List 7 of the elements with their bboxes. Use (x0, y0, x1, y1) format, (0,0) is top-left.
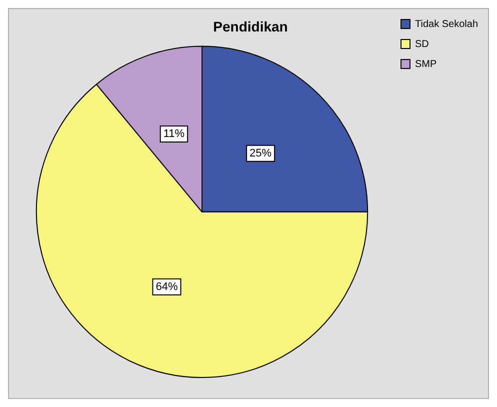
data-label: 25% (250, 147, 272, 160)
data-label: 11% (163, 128, 185, 140)
legend-label: Tidak Sekolah (415, 18, 478, 30)
chart-title: Pendidikan (213, 18, 288, 34)
legend-label: SD (415, 38, 429, 50)
legend-label: SMP (415, 58, 437, 70)
data-label: 64% (156, 280, 178, 293)
